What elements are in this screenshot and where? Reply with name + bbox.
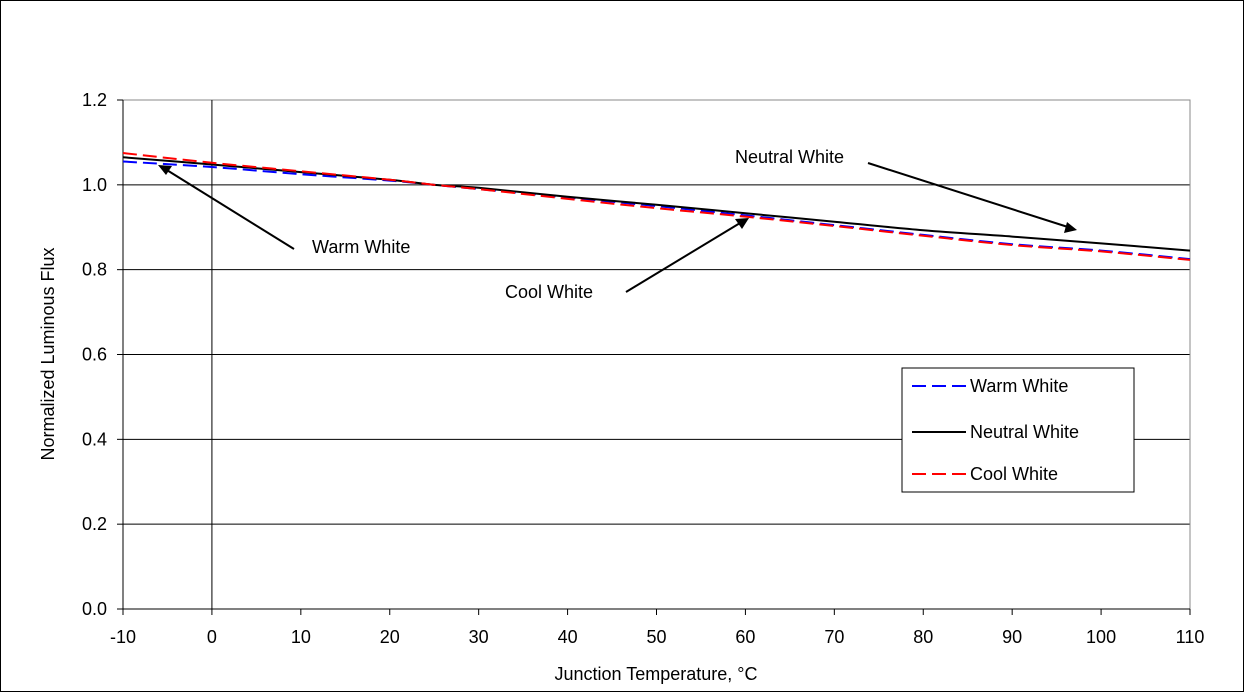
legend-label-cool-white: Cool White (970, 464, 1058, 484)
annotation-arrow-warm-white (161, 166, 295, 250)
annotation-cool-white: Cool White (505, 282, 593, 302)
annotation-arrow-cool-white (625, 219, 746, 293)
y-tick-label-3: 0.6 (82, 345, 107, 365)
arrowhead-warm-white (158, 165, 172, 175)
x-tick-labels: -10 0 10 20 30 40 50 60 70 80 90 100 110 (110, 609, 1204, 647)
x-axis-title: Junction Temperature, °C (555, 664, 758, 684)
annotations: Warm White Cool White Neutral White (158, 147, 1077, 302)
annotation-neutral-white: Neutral White (735, 147, 844, 167)
legend-label-warm-white: Warm White (970, 376, 1068, 396)
x-tick-label-6: 50 (646, 627, 666, 647)
x-tick-label-1: 0 (207, 627, 217, 647)
legend-box (901, 367, 1135, 493)
x-tick-label-2: 10 (291, 627, 311, 647)
series-line-warm-white (122, 160, 1191, 261)
x-tick-label-4: 30 (469, 627, 489, 647)
y-axis-title: Normalized Luminous Flux (38, 247, 58, 460)
y-tick-label-0: 0.0 (82, 599, 107, 619)
series-line-cool-white (122, 152, 1191, 261)
y-tick-label-5: 1.0 (82, 175, 107, 195)
arrowhead-cool-white (735, 218, 749, 229)
x-tick-label-9: 80 (913, 627, 933, 647)
legend-label-neutral-white: Neutral White (970, 422, 1079, 442)
x-tick-label-11: 100 (1086, 627, 1116, 647)
y-tick-labels: 0.0 0.2 0.4 0.6 0.8 1.0 1.2 (82, 90, 123, 619)
y-tick-label-1: 0.2 (82, 514, 107, 534)
x-tick-label-8: 70 (824, 627, 844, 647)
x-tick-label-10: 90 (1002, 627, 1022, 647)
annotation-warm-white: Warm White (312, 237, 410, 257)
gridlines (123, 99, 1190, 610)
y-tick-label-2: 0.4 (82, 429, 107, 449)
x-tick-label-3: 20 (380, 627, 400, 647)
series-line-neutral-white (122, 156, 1191, 252)
series-lines (122, 152, 1191, 261)
x-tick-label-0: -10 (110, 627, 136, 647)
y-tick-label-4: 0.8 (82, 260, 107, 280)
annotation-arrow-neutral-white (867, 162, 1072, 229)
x-tick-label-12: 110 (1176, 627, 1205, 647)
x-tick-label-5: 40 (558, 627, 578, 647)
arrowhead-neutral-white (1064, 222, 1077, 233)
y-tick-label-6: 1.2 (82, 90, 107, 110)
x-tick-label-7: 60 (735, 627, 755, 647)
legend: Warm White Neutral White Cool White (901, 367, 1135, 493)
